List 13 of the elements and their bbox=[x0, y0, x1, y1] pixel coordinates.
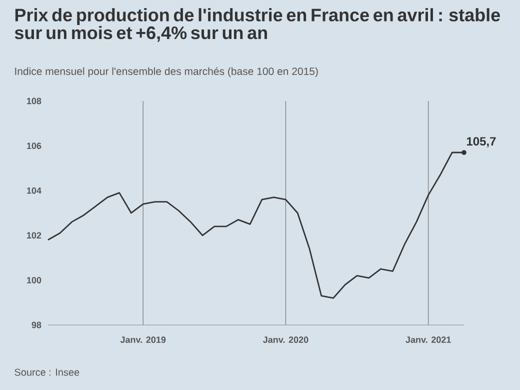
y-tick-label: 108 bbox=[27, 98, 42, 104]
y-tick-label: 106 bbox=[27, 142, 42, 149]
annotation: 105,7 bbox=[466, 137, 496, 148]
y-tick-label: 102 bbox=[27, 232, 42, 239]
y-tick-label: 98 bbox=[32, 322, 42, 328]
chart-title: Prix de production de l'industrie en France en avril : stable sur un mois et +6,4% sur un an bbox=[14, 8, 500, 42]
y-tick-label: 100 bbox=[27, 276, 42, 284]
y-tick-label: 104 bbox=[27, 187, 42, 194]
x-tick-label: Janv. 2021 bbox=[406, 336, 451, 343]
x-tick-label: Janv. 2019 bbox=[120, 336, 166, 343]
chart-subtitle: Indice mensuel pour l'ensemble des marchés (base 100 en 2015) bbox=[15, 67, 318, 78]
x-tick-label: Janv. 2020 bbox=[263, 336, 308, 343]
source-note: Source : Insee bbox=[14, 368, 80, 376]
